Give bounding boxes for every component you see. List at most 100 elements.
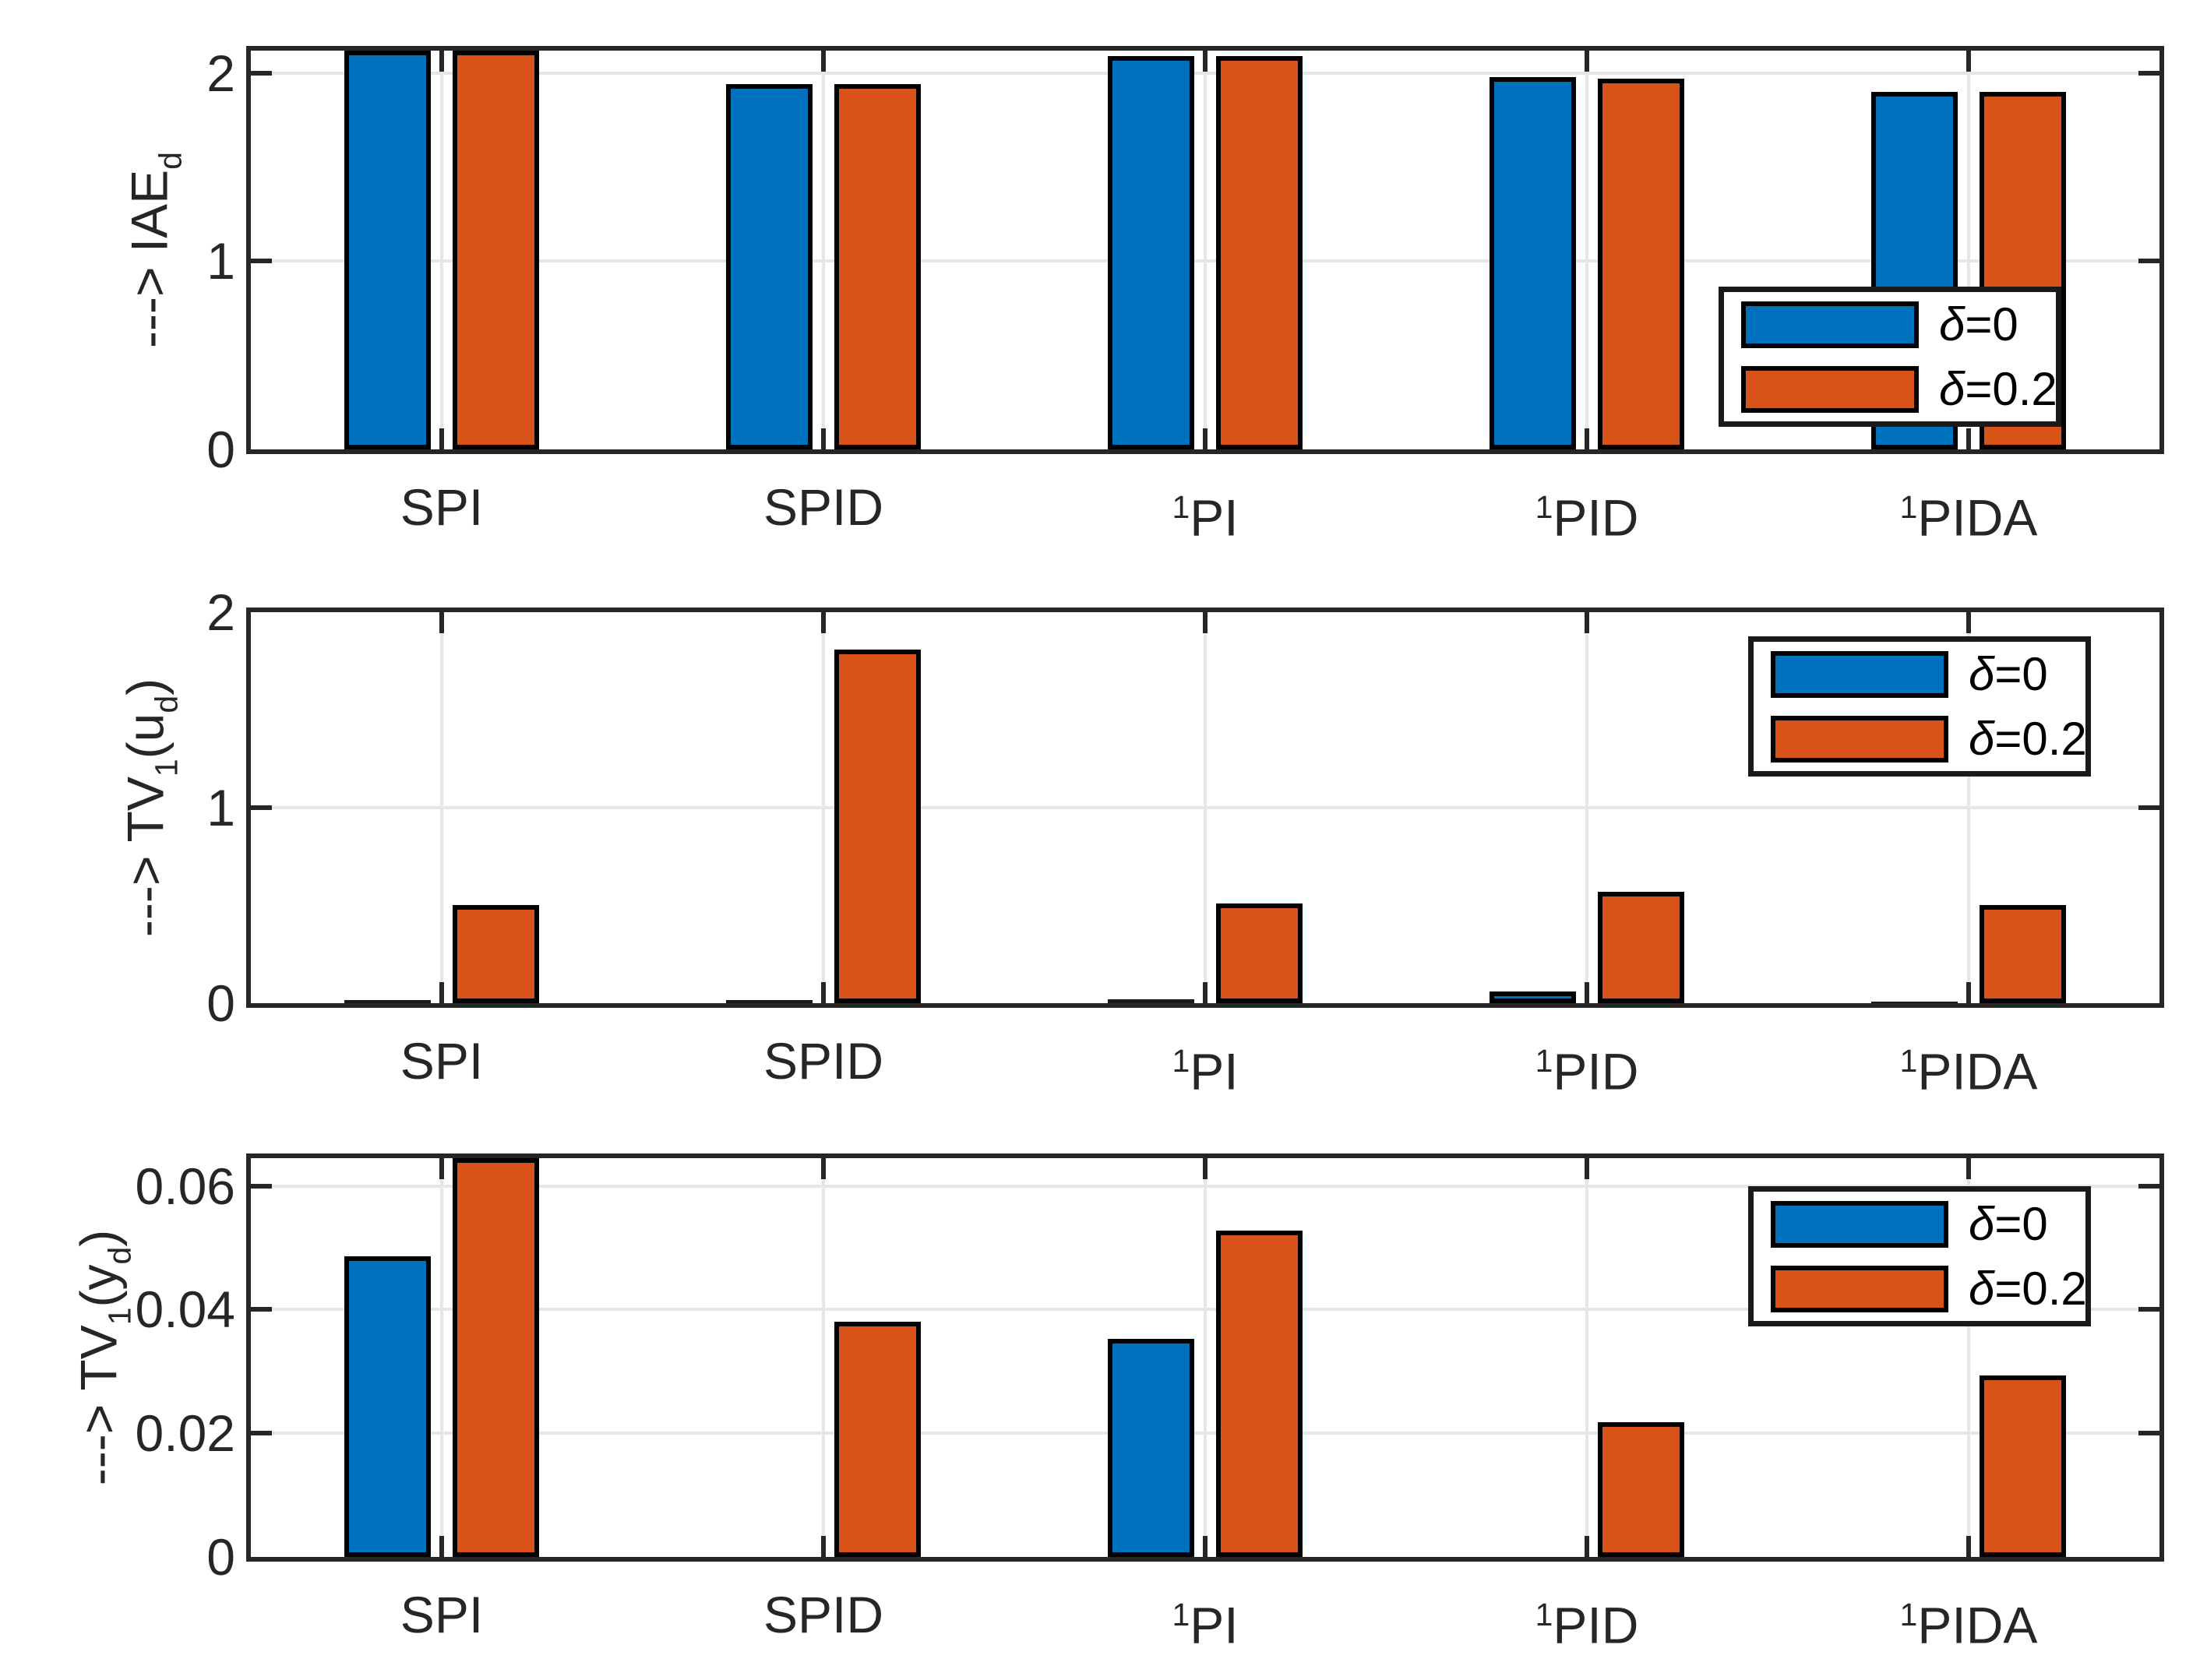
bar-delta0 bbox=[1108, 56, 1194, 449]
bar-delta0 bbox=[1490, 77, 1576, 449]
bar-delta02 bbox=[1216, 903, 1303, 1003]
legend-swatch bbox=[1771, 1200, 1948, 1248]
x-category-label: 1PI bbox=[1172, 1042, 1239, 1101]
bar-delta02 bbox=[1598, 892, 1684, 1003]
bar-delta02 bbox=[1216, 56, 1303, 449]
y-tick-right bbox=[2138, 805, 2159, 810]
bar-delta02 bbox=[1598, 1422, 1684, 1557]
x-gridline bbox=[1204, 51, 1207, 449]
bar-delta0 bbox=[1108, 999, 1194, 1003]
bar-delta02 bbox=[1980, 1375, 2066, 1557]
y-tick-label: 0 bbox=[206, 1528, 235, 1586]
legend-entry: δ=0 bbox=[1754, 1195, 2085, 1253]
x-category-label: 1PID bbox=[1535, 1596, 1639, 1654]
x-category-label: 1PIDA bbox=[1899, 488, 2038, 547]
x-tick-top bbox=[821, 51, 826, 72]
x-category-label: 1PID bbox=[1535, 1042, 1639, 1101]
bar-delta02 bbox=[834, 1322, 921, 1557]
y-gridline bbox=[251, 1432, 2159, 1435]
legend-entry: δ=0.2 bbox=[1754, 710, 2087, 768]
y-axis-label: ---> IAEd bbox=[120, 152, 189, 348]
x-category-label: SPI bbox=[400, 478, 484, 536]
bar-delta0 bbox=[344, 1256, 431, 1557]
x-tick-bottom bbox=[1203, 1536, 1208, 1557]
x-tick-bottom bbox=[1585, 1536, 1589, 1557]
legend-swatch bbox=[1771, 1265, 1948, 1312]
y-axis-label: ---> TV1(yd) bbox=[69, 1229, 138, 1486]
x-tick-bottom bbox=[1203, 982, 1208, 1003]
x-tick-bottom bbox=[1966, 1536, 1971, 1557]
x-tick-bottom bbox=[1966, 428, 1971, 449]
x-tick-top bbox=[439, 51, 444, 72]
subplot-tv1-y: δ=0 δ=0.2 bbox=[246, 1153, 2164, 1562]
y-gridline bbox=[251, 71, 2159, 75]
bar-delta0 bbox=[1108, 1339, 1194, 1557]
y-gridline bbox=[251, 806, 2159, 809]
x-tick-top bbox=[1585, 612, 1589, 633]
x-tick-top bbox=[1585, 51, 1589, 72]
x-tick-bottom bbox=[821, 982, 826, 1003]
y-gridline bbox=[251, 259, 2159, 263]
y-tick-label: 2 bbox=[206, 44, 235, 102]
legend-label: δ=0 bbox=[1939, 298, 2018, 350]
legend-label: δ=0 bbox=[1969, 648, 2048, 700]
x-gridline bbox=[440, 1158, 443, 1557]
x-category-label: 1PI bbox=[1172, 488, 1239, 547]
subplot-iae: δ=0 δ=0.2 bbox=[246, 46, 2164, 454]
y-tick-label: 0.04 bbox=[135, 1280, 235, 1339]
y-tick-left bbox=[251, 1307, 272, 1312]
bar-delta02 bbox=[1980, 905, 2066, 1003]
x-tick-top bbox=[1966, 51, 1971, 72]
y-tick-left bbox=[251, 805, 272, 810]
y-tick-label: 0 bbox=[206, 974, 235, 1032]
y-tick-label: 1 bbox=[206, 779, 235, 836]
y-tick-left bbox=[251, 1431, 272, 1436]
y-gridline bbox=[251, 1184, 2159, 1188]
x-tick-top bbox=[1203, 51, 1208, 72]
bar-delta0 bbox=[1490, 991, 1576, 1003]
x-gridline bbox=[440, 51, 443, 449]
x-tick-top bbox=[1966, 612, 1971, 633]
legend-label: δ=0.2 bbox=[1969, 713, 2087, 765]
legend-box: δ=0 δ=0.2 bbox=[1748, 1186, 2091, 1326]
x-category-label: SPI bbox=[400, 1032, 484, 1090]
bar-delta02 bbox=[453, 1158, 539, 1557]
legend-entry: δ=0.2 bbox=[1724, 360, 2057, 418]
subplot-tv1-u: δ=0 δ=0.2 bbox=[246, 608, 2164, 1008]
x-category-label: 1PI bbox=[1172, 1596, 1239, 1654]
y-tick-right bbox=[2138, 1307, 2159, 1312]
bar-delta0 bbox=[1871, 1002, 1958, 1003]
x-category-label: SPI bbox=[400, 1586, 484, 1643]
x-gridline bbox=[1967, 1158, 1970, 1557]
x-tick-top bbox=[1203, 612, 1208, 633]
legend-label: δ=0.2 bbox=[1939, 363, 2057, 415]
x-category-label: 1PID bbox=[1535, 488, 1639, 547]
x-gridline bbox=[822, 51, 825, 449]
legend-box: δ=0 δ=0.2 bbox=[1748, 636, 2091, 777]
x-tick-bottom bbox=[439, 982, 444, 1003]
x-tick-bottom bbox=[439, 428, 444, 449]
x-category-label: 1PIDA bbox=[1899, 1042, 2038, 1101]
y-gridline bbox=[251, 1308, 2159, 1312]
x-gridline bbox=[822, 1158, 825, 1557]
x-tick-top bbox=[1585, 1158, 1589, 1179]
y-tick-label: 0.06 bbox=[135, 1157, 235, 1215]
legend-entry: δ=0 bbox=[1724, 295, 2056, 354]
y-tick-label: 1 bbox=[206, 232, 235, 291]
legend-entry: δ=0 bbox=[1754, 645, 2085, 703]
legend-swatch bbox=[1741, 365, 1919, 413]
x-tick-bottom bbox=[1966, 982, 1971, 1003]
y-tick-left bbox=[251, 259, 272, 264]
x-tick-bottom bbox=[1585, 982, 1589, 1003]
legend-swatch bbox=[1771, 715, 1948, 763]
x-tick-top bbox=[821, 612, 826, 633]
x-tick-bottom bbox=[1585, 428, 1589, 449]
x-tick-top bbox=[439, 1158, 444, 1179]
x-category-label: 1PIDA bbox=[1899, 1596, 2038, 1654]
x-tick-bottom bbox=[821, 1536, 826, 1557]
x-tick-top bbox=[439, 612, 444, 633]
x-tick-bottom bbox=[821, 428, 826, 449]
legend-box: δ=0 δ=0.2 bbox=[1719, 287, 2061, 427]
bar-delta02 bbox=[834, 84, 921, 449]
